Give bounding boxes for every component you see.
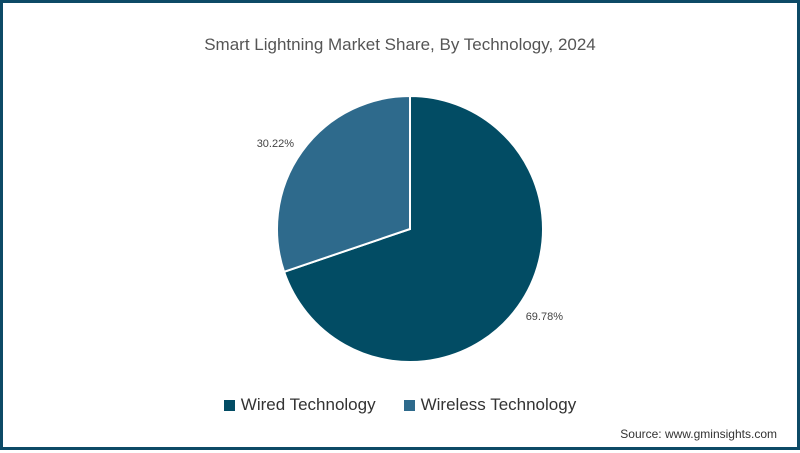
legend: Wired Technology Wireless Technology — [3, 395, 797, 415]
data-label-wired-technology: 69.78% — [526, 311, 564, 323]
legend-item-wireless[interactable]: Wireless Technology — [403, 395, 577, 415]
legend-swatch-wireless — [403, 399, 415, 411]
legend-label-wired: Wired Technology — [240, 395, 376, 414]
data-label-wireless-technology: 30.22% — [257, 138, 295, 150]
pie-chart: 69.78% 30.22% — [257, 94, 564, 363]
legend-item-wired[interactable]: Wired Technology — [223, 395, 376, 415]
legend-swatch-wired — [223, 399, 235, 411]
source-note: Source: www.gminsights.com — [620, 427, 777, 441]
pie-slice-wired-technology[interactable] — [282, 94, 544, 363]
legend-label-wireless: Wireless Technology — [420, 395, 577, 414]
pie-slice-wireless-technology[interactable] — [276, 94, 411, 274]
chart-title: Smart Lightning Market Share, By Technol… — [204, 35, 596, 54]
